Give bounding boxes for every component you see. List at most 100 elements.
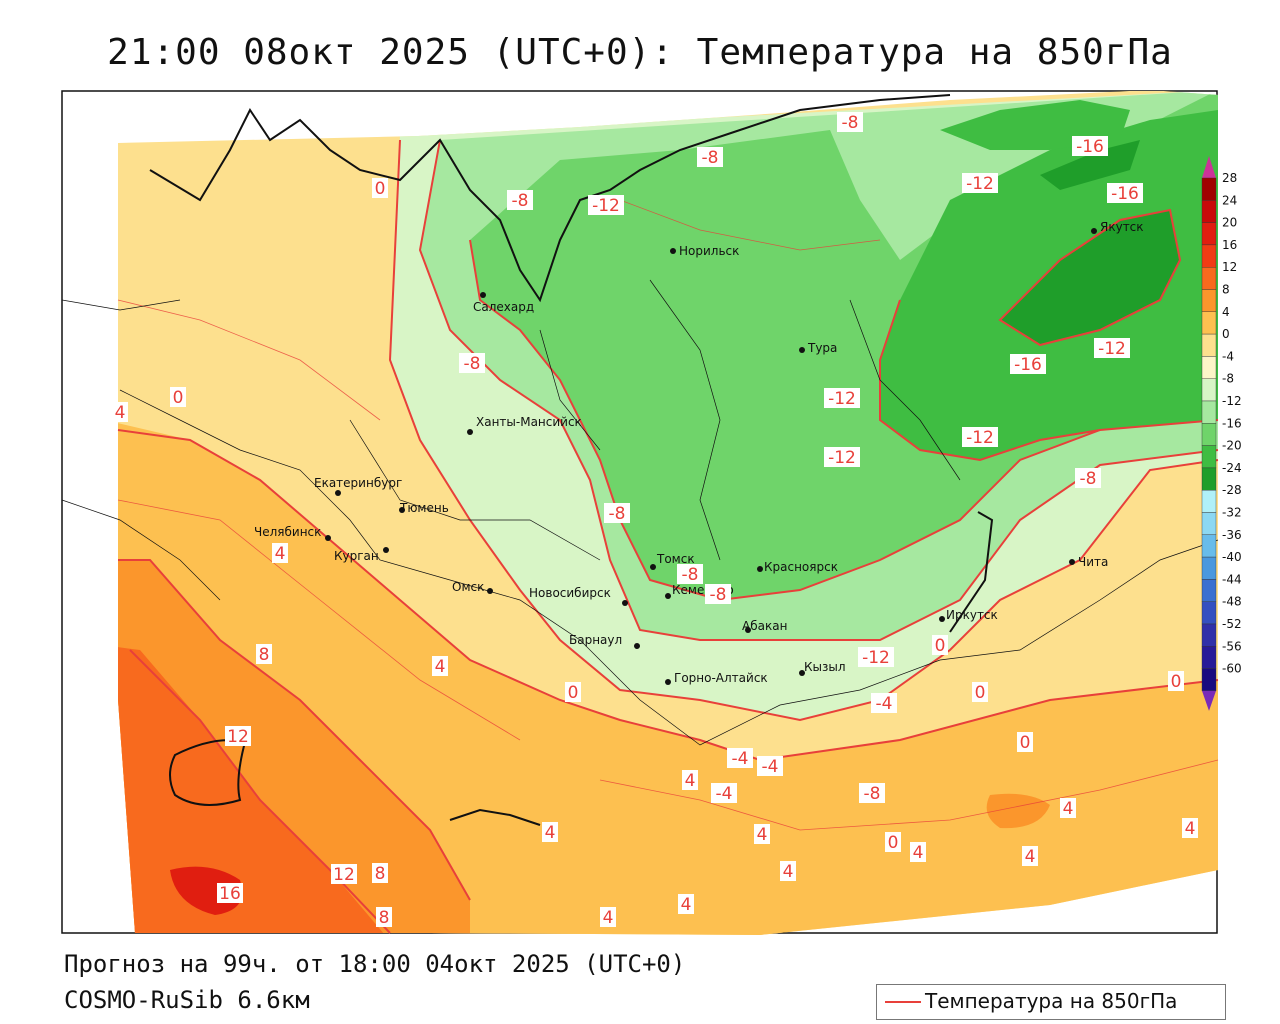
contour-label-box <box>871 693 897 713</box>
contour-value-label: -16 <box>1014 355 1042 375</box>
contour-label-box <box>604 503 630 523</box>
city-marker <box>480 292 486 298</box>
contour-label-box <box>824 447 860 467</box>
colorbar-tick-label: -48 <box>1222 595 1242 609</box>
forecast-info: Прогноз на 99ч. от 18:00 04окт 2025 (UTC… <box>64 950 686 978</box>
city-marker <box>325 535 331 541</box>
colorbar-tick-label: 28 <box>1222 171 1237 185</box>
contour-value-label: 4 <box>435 657 446 677</box>
contour-value-label: 4 <box>115 403 126 423</box>
contour-label-box <box>682 770 698 790</box>
city-marker <box>665 593 671 599</box>
contour-label-box <box>837 112 863 132</box>
model-name: COSMO-RuSib 6.6км <box>64 986 310 1014</box>
contour-value-label: -8 <box>842 113 859 133</box>
city-label: Омск <box>452 580 484 594</box>
city-label: Челябинск <box>254 525 321 539</box>
contour-label-box <box>1010 354 1046 374</box>
colorbar-swatch <box>1201 668 1217 692</box>
map-title: 21:00 08окт 2025 (UTC+0): Температура на… <box>107 32 1173 73</box>
city-label: Кызыл <box>804 660 846 674</box>
contour-value-label: 4 <box>685 771 696 791</box>
contour-value-label: -4 <box>762 757 779 777</box>
colorbar-swatch <box>1201 467 1217 491</box>
colorbar-swatch <box>1201 289 1217 312</box>
colorbar-tick-label: -12 <box>1222 394 1242 408</box>
contour-label-box <box>1168 671 1184 691</box>
colorbar-swatch <box>1201 333 1217 357</box>
contour-label-box <box>432 656 448 676</box>
colorbar-tick-label: -44 <box>1222 572 1242 586</box>
contour-value-label: 12 <box>227 727 249 747</box>
colorbar-swatch <box>1201 556 1217 580</box>
colorbar-tick-label: -20 <box>1222 439 1242 453</box>
temperature-fill <box>118 90 1218 935</box>
colorbar-swatch <box>1201 244 1217 268</box>
contour-label-box <box>780 861 796 881</box>
contour-value-label: 0 <box>1020 733 1031 753</box>
colorbar-tick-label: -16 <box>1222 416 1242 430</box>
colorbar-tick-label: -4 <box>1222 349 1234 363</box>
colorbar-tick-label: -52 <box>1222 617 1242 631</box>
contour-label-box <box>600 907 616 927</box>
city-marker <box>1091 228 1097 234</box>
city-marker <box>745 627 751 633</box>
city-label: Якутск <box>1100 220 1144 234</box>
contour-label-box <box>678 894 694 914</box>
city-label: Горно-Алтайск <box>674 671 768 685</box>
contour-value-label: -12 <box>862 648 890 668</box>
contour-label-box <box>272 543 288 563</box>
colorbar-swatch <box>1201 177 1217 201</box>
contour-label-box <box>962 173 998 193</box>
city-marker <box>650 564 656 570</box>
city-marker <box>799 347 805 353</box>
colorbar-swatch <box>1201 623 1217 647</box>
colorbar-tick-label: 20 <box>1222 216 1237 230</box>
contour-label-box <box>1060 798 1076 818</box>
coastline <box>149 94 994 826</box>
contour-label-box <box>1182 818 1198 838</box>
colorbar-tick-label: 16 <box>1222 238 1237 252</box>
contour-value-labels: -8 -8 -8 -12 -16 -16 -12 -12 -16 -8 -12 -12 -12 -8 -8 0… <box>112 112 1198 928</box>
colorbar-swatch <box>1201 534 1217 558</box>
colorbar: 28 24 20 16 12 8 4 0 -4 -8 -12 -16 -20 -24 -28 -32 -36 -4… <box>1201 156 1242 711</box>
contour-value-label: -8 <box>864 784 881 804</box>
contour-label-box <box>217 883 243 903</box>
contour-label-box <box>727 748 753 768</box>
contour-label-box <box>1075 468 1101 488</box>
contour-value-label: -4 <box>876 694 893 714</box>
city-label: Томск <box>656 552 695 566</box>
contour-label-box <box>757 756 783 776</box>
contour-label-box <box>170 387 186 407</box>
city-label: Ханты-Мансийск <box>476 415 582 429</box>
colorbar-tick-label: 4 <box>1222 305 1230 319</box>
contour-value-label: 8 <box>375 864 386 884</box>
contour-value-label: 4 <box>757 825 768 845</box>
contour-value-label: 4 <box>545 823 556 843</box>
city-label: Красноярск <box>764 560 838 574</box>
contour-value-label: 0 <box>888 833 899 853</box>
contour-value-label: -16 <box>1111 184 1139 204</box>
contour-label-box <box>1107 183 1143 203</box>
colorbar-tick-label: -56 <box>1222 639 1242 653</box>
colorbar-tick-label: -60 <box>1222 662 1242 676</box>
contour-value-label: 0 <box>1171 672 1182 692</box>
contour-value-label: 0 <box>935 636 946 656</box>
city-markers: Салехард Норильск Якутск Тура Ханты-Мансийск… <box>254 220 1144 685</box>
city-label: Екатеринбург <box>314 476 402 490</box>
colorbar-top-arrow <box>1202 156 1216 178</box>
contour-value-label: 8 <box>379 908 390 928</box>
colorbar-swatch <box>1201 445 1217 469</box>
thin-contours <box>117 199 1219 831</box>
colorbar-swatch <box>1201 579 1217 602</box>
contour-value-label: 12 <box>333 865 355 885</box>
colorbar-swatch <box>1201 646 1217 669</box>
contour-value-label: 4 <box>603 908 614 928</box>
contour-label-box <box>225 726 251 746</box>
city-label: Чита <box>1078 555 1108 569</box>
contour-label-box <box>972 682 988 702</box>
contour-label-box <box>542 822 558 842</box>
legend-label: Температура на 850гПа <box>925 989 1178 1013</box>
contour-label-box <box>1072 136 1108 156</box>
city-marker <box>1069 559 1075 565</box>
